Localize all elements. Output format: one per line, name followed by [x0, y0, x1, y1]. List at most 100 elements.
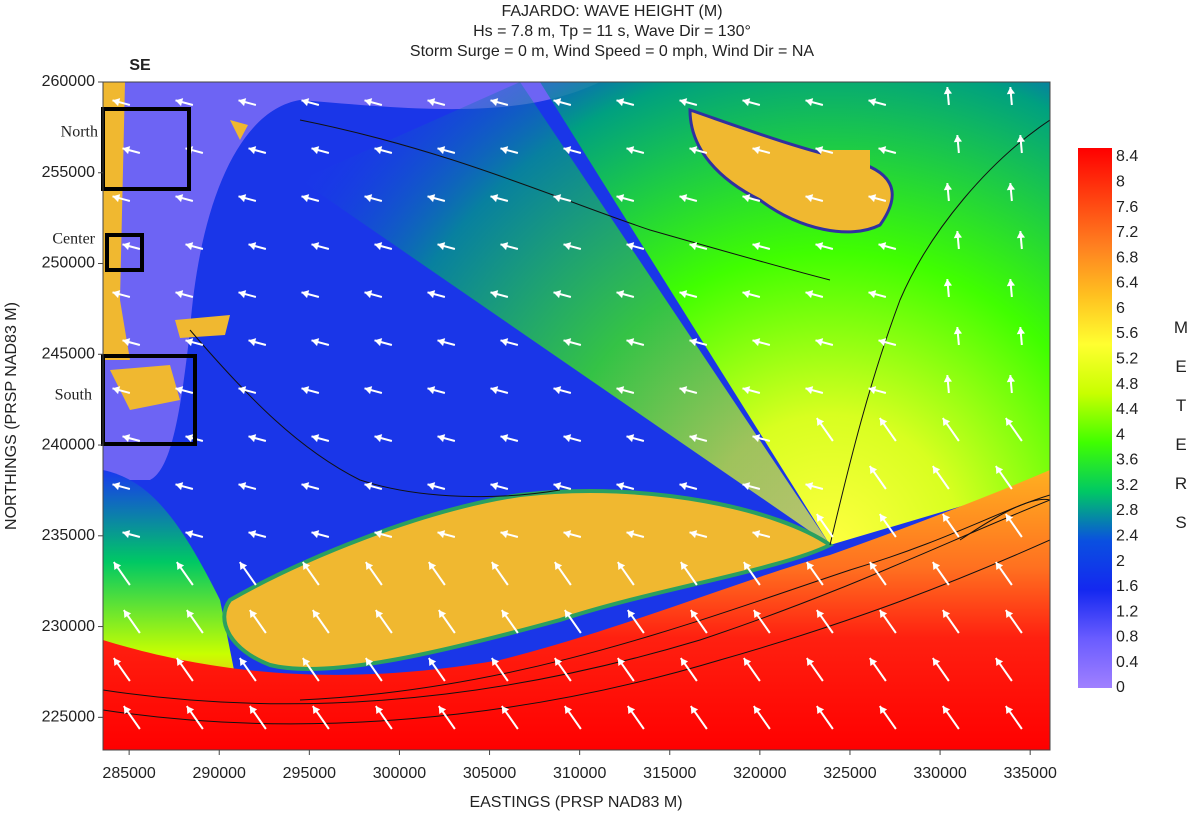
arrow-head	[815, 146, 824, 155]
arrow-head	[1016, 231, 1026, 239]
arrow-head	[427, 386, 436, 395]
arrow-head	[239, 562, 248, 571]
arrow-head	[868, 98, 877, 107]
x-tick-label: 335000	[1003, 765, 1056, 782]
y-tick-label: 240000	[42, 436, 95, 453]
arrow-head	[689, 434, 698, 443]
arrow-head	[680, 562, 689, 571]
arrow-head	[679, 194, 688, 203]
arrow-head	[428, 658, 437, 667]
arrow-head	[617, 658, 626, 667]
arrow-head	[627, 706, 636, 715]
arrow-head	[553, 386, 562, 395]
arrow-head	[869, 466, 878, 475]
arrow-head	[815, 338, 824, 347]
arrow-head	[805, 194, 814, 203]
arrow-head	[1005, 610, 1014, 619]
arrow-head	[626, 242, 635, 251]
arrow-head	[626, 338, 635, 347]
arrow-head	[626, 530, 635, 539]
arrow-head	[238, 482, 247, 491]
y-tick-label: 235000	[42, 527, 95, 544]
arrow-head	[500, 338, 509, 347]
arrow-head	[932, 466, 941, 475]
arrow-head	[942, 418, 951, 427]
arrow-head	[1016, 327, 1026, 335]
arrow-head	[112, 386, 121, 395]
arrow-head	[301, 98, 310, 107]
arrow-head	[679, 98, 688, 107]
arrow-head	[239, 658, 248, 667]
x-tick-label: 290000	[193, 765, 246, 782]
region-label: Center	[52, 231, 95, 248]
arrow-head	[437, 146, 446, 155]
arrow-head	[553, 290, 562, 299]
arrow-head	[113, 562, 122, 571]
arrow-head	[690, 706, 699, 715]
arrow-head	[375, 610, 384, 619]
wave-fan	[540, 82, 1050, 545]
arrow-head	[175, 386, 184, 395]
arrow-head	[680, 658, 689, 667]
arrow-head	[437, 338, 446, 347]
colorbar-tick-label: 2.8	[1116, 502, 1138, 519]
x-tick-label: 330000	[913, 765, 966, 782]
arrow-head	[301, 482, 310, 491]
contours	[103, 119, 1050, 725]
arrow-head	[689, 530, 698, 539]
arrow-head	[428, 562, 437, 571]
arrow-head	[742, 386, 751, 395]
arrow-head	[364, 98, 373, 107]
arrow-head	[553, 194, 562, 203]
arrow-head	[942, 610, 951, 619]
arrow-head	[374, 146, 383, 155]
y-tick-label: 255000	[42, 164, 95, 181]
colorbar-title: METERS	[1172, 318, 1187, 552]
arrow-head	[122, 338, 131, 347]
arrow-head	[679, 290, 688, 299]
arrow-head	[185, 242, 194, 251]
x-tick-label: 295000	[283, 765, 336, 782]
arrow-head	[878, 146, 887, 155]
arrow-head	[238, 98, 247, 107]
colorbar-tick-label: 1.6	[1116, 578, 1138, 595]
arrow-head	[553, 482, 562, 491]
arrow-head	[312, 706, 321, 715]
arrow-head	[175, 194, 184, 203]
arrow-head	[186, 706, 195, 715]
colorbar-tick-label: 6.4	[1116, 275, 1138, 292]
wave-direction-arrows	[112, 86, 1026, 730]
arrow-head	[752, 146, 761, 155]
arrow-head	[932, 562, 941, 571]
arrow-head	[816, 514, 825, 523]
arrow-head	[564, 610, 573, 619]
arrow-head	[490, 194, 499, 203]
arrow-head	[563, 434, 572, 443]
colorbar-tick-label: 0.4	[1116, 654, 1138, 671]
arrow-head	[879, 418, 888, 427]
colorbar-tick-label: 7.6	[1116, 199, 1138, 216]
arrow-head	[553, 98, 562, 107]
arrow-head	[301, 386, 310, 395]
colorbar-tick-label: 3.6	[1116, 452, 1138, 469]
colorbar-tick-label: 4	[1116, 426, 1125, 443]
arrow-head	[563, 146, 572, 155]
colorbar-tick-label: 5.6	[1116, 325, 1138, 342]
west-channel	[103, 470, 240, 700]
arrow-head	[311, 242, 320, 251]
southern-high-waves	[103, 470, 1050, 750]
arrow-head	[123, 610, 132, 619]
arrow-head	[438, 706, 447, 715]
coast	[103, 82, 130, 360]
arrow-head	[365, 658, 374, 667]
arrow-head	[427, 98, 436, 107]
arrow-head	[122, 434, 131, 443]
arrow-head	[365, 562, 374, 571]
arrow-head	[238, 194, 247, 203]
arrow-head	[943, 87, 953, 95]
arrow-head	[311, 530, 320, 539]
colorbar-tick-label: 6	[1116, 300, 1125, 317]
arrow-head	[815, 242, 824, 251]
arrow-head	[816, 418, 825, 427]
arrow-head	[302, 658, 311, 667]
